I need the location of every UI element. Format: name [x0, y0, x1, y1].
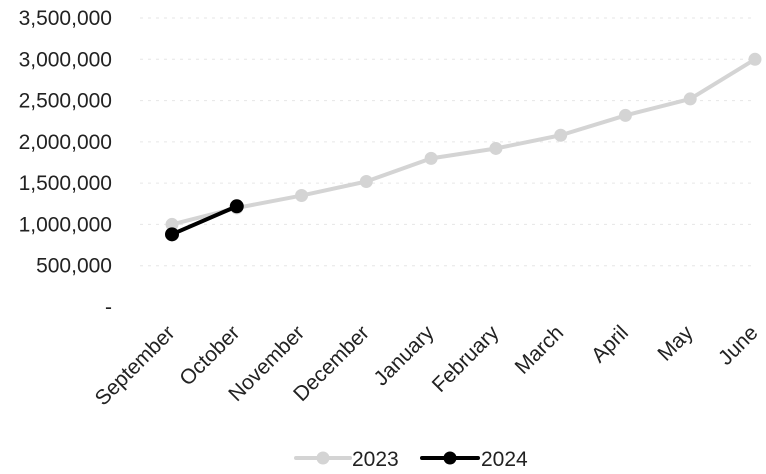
- x-tick-label: March: [511, 321, 569, 379]
- series-line: [170, 57, 757, 227]
- y-tick-label: 2,000,000: [19, 131, 112, 154]
- legend-item-2024: 2024: [420, 448, 528, 471]
- data-point: [295, 189, 309, 203]
- y-tick-label: 1,500,000: [19, 172, 112, 195]
- y-tick-label: 3,000,000: [19, 48, 112, 71]
- y-tick-label: 1,000,000: [19, 213, 112, 236]
- y-tick-label: -: [105, 296, 112, 319]
- x-tick-label: June: [714, 321, 762, 369]
- series-2024: [165, 199, 244, 242]
- data-point: [229, 199, 244, 214]
- grid-lines: [140, 17, 755, 267]
- legend-swatch-marker: [443, 451, 457, 465]
- x-tick-label: September: [91, 321, 180, 410]
- legend-label: 2024: [481, 448, 528, 471]
- data-point: [359, 174, 373, 188]
- data-point: [165, 227, 179, 242]
- data-point: [489, 141, 503, 155]
- legend: 2023 2024: [294, 448, 528, 471]
- data-point: [424, 151, 438, 165]
- y-axis: 3,500,000 3,000,000 2,500,000 2,000,000 1,50…: [19, 7, 112, 319]
- legend-label: 2023: [352, 448, 399, 471]
- series-line: [170, 204, 239, 237]
- series-2023: [165, 52, 762, 231]
- data-point: [748, 52, 762, 66]
- x-tick-label: February: [428, 321, 504, 397]
- x-axis: SeptemberOctoberNovemberDecemberJanuaryF…: [91, 321, 763, 410]
- x-tick-label: May: [653, 321, 698, 366]
- y-tick-label: 2,500,000: [19, 90, 112, 113]
- y-tick-label: 500,000: [36, 255, 112, 278]
- data-point: [683, 92, 697, 106]
- y-tick-label: 3,500,000: [19, 7, 112, 30]
- x-tick-label: April: [587, 321, 633, 367]
- series-layer: [165, 52, 762, 242]
- legend-item-2023: 2023: [294, 448, 399, 471]
- legend-swatch-marker: [316, 451, 330, 465]
- data-point: [618, 108, 632, 122]
- data-point: [554, 128, 568, 142]
